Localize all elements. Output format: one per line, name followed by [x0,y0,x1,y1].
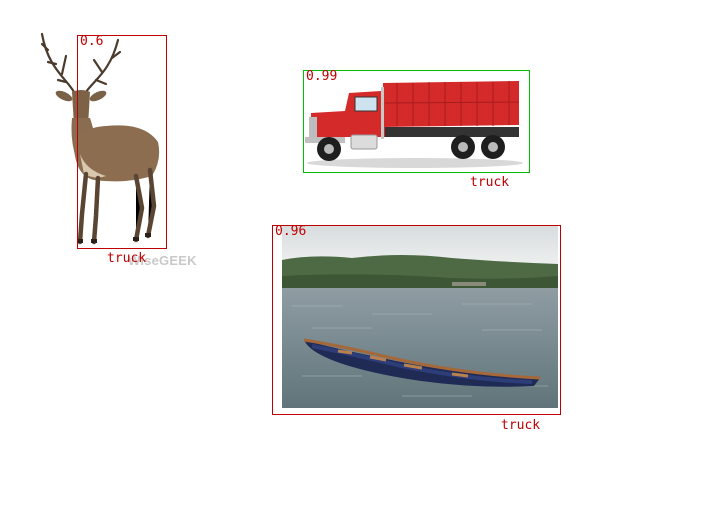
detection-box-canoe [272,225,561,415]
detection-box-deer [77,35,167,249]
deer-image [36,30,166,250]
detection-score-dump-truck: 0.99 [306,69,338,84]
canoe-lake-image [282,226,558,408]
detection-score-canoe: 0.96 [275,224,307,239]
watermark-text: WiseGEEK [128,253,197,268]
detection-class-canoe: truck [501,418,541,433]
detection-class-dump-truck: truck [470,175,510,190]
detection-box-dump-truck [303,70,530,173]
detection-class-deer: truck [107,251,147,266]
dump-truck-image [305,77,525,169]
detection-score-deer: 0.6 [80,34,104,49]
